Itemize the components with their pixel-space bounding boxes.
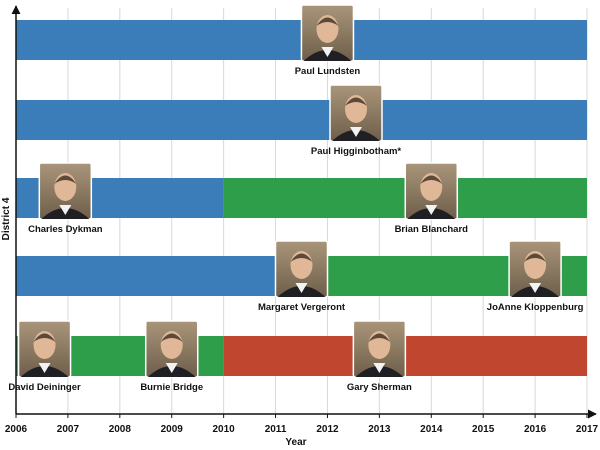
portrait-4 bbox=[274, 240, 329, 298]
portrait-hair bbox=[368, 333, 391, 342]
portrait-5 bbox=[508, 240, 562, 298]
portrait-hair bbox=[345, 97, 368, 106]
judge-name-label-3: Brian Blanchard bbox=[395, 224, 469, 235]
portrait-hair bbox=[290, 253, 313, 262]
y-axis-title: District 4 bbox=[1, 197, 12, 240]
portrait-collar bbox=[350, 127, 363, 137]
portrait-collar bbox=[321, 47, 334, 57]
portrait-6 bbox=[17, 320, 72, 378]
portrait-2 bbox=[38, 162, 93, 220]
portrait-hair bbox=[54, 175, 77, 184]
portrait-7 bbox=[144, 320, 199, 378]
x-tick-label-2007: 2007 bbox=[57, 424, 80, 435]
judge-name-label-4: Margaret Vergeront bbox=[258, 302, 346, 313]
portrait-0 bbox=[300, 4, 355, 62]
portrait-hair bbox=[316, 17, 339, 26]
portrait-1 bbox=[329, 84, 383, 142]
people-layer: Paul Lundsten Paul Higginbotham* Charles D… bbox=[8, 4, 584, 393]
bar-row4-seg1 bbox=[16, 256, 281, 296]
x-axis-title: Year bbox=[285, 437, 306, 448]
x-tick-label-2015: 2015 bbox=[472, 424, 495, 435]
x-tick-label-2016: 2016 bbox=[524, 424, 547, 435]
portrait-collar bbox=[38, 363, 51, 373]
portrait-hair bbox=[524, 253, 547, 262]
judge-name-label-6: David Deininger bbox=[8, 382, 81, 393]
x-tick-label-2008: 2008 bbox=[109, 424, 132, 435]
portrait-collar bbox=[59, 205, 72, 215]
judge-name-label-2: Charles Dykman bbox=[28, 224, 103, 235]
portrait-hair bbox=[33, 333, 56, 342]
portrait-hair bbox=[160, 333, 183, 342]
judge-name-label-1: Paul Higginbotham* bbox=[311, 146, 402, 157]
judge-name-label-5: JoAnne Kloppenburg bbox=[487, 302, 584, 313]
portrait-collar bbox=[373, 363, 386, 373]
judge-name-label-7: Burnie Bridge bbox=[140, 382, 203, 393]
x-tick-label-2013: 2013 bbox=[368, 424, 391, 435]
x-tick-label-2012: 2012 bbox=[316, 424, 339, 435]
portrait-collar bbox=[425, 205, 438, 215]
x-ticks: 2006 2007 2008 2009 2010 2011 2012 2013 2014 2015… bbox=[5, 414, 599, 435]
axes-layer bbox=[11, 5, 597, 419]
x-tick-label-2006: 2006 bbox=[5, 424, 28, 435]
judge-name-label-8: Gary Sherman bbox=[347, 382, 412, 393]
x-tick-label-2010: 2010 bbox=[213, 424, 236, 435]
portrait-3 bbox=[404, 162, 459, 220]
x-tick-label-2011: 2011 bbox=[265, 424, 287, 435]
portrait-collar bbox=[165, 363, 178, 373]
x-tick-label-2017: 2017 bbox=[576, 424, 599, 435]
bar-row2-seg1 bbox=[16, 100, 587, 140]
portrait-collar bbox=[295, 283, 308, 293]
portrait-hair bbox=[420, 175, 443, 184]
judge-name-label-0: Paul Lundsten bbox=[295, 66, 361, 77]
x-tick-label-2014: 2014 bbox=[420, 424, 443, 435]
x-tick-label-2009: 2009 bbox=[161, 424, 184, 435]
portrait-collar bbox=[529, 283, 542, 293]
portrait-8 bbox=[352, 320, 407, 378]
